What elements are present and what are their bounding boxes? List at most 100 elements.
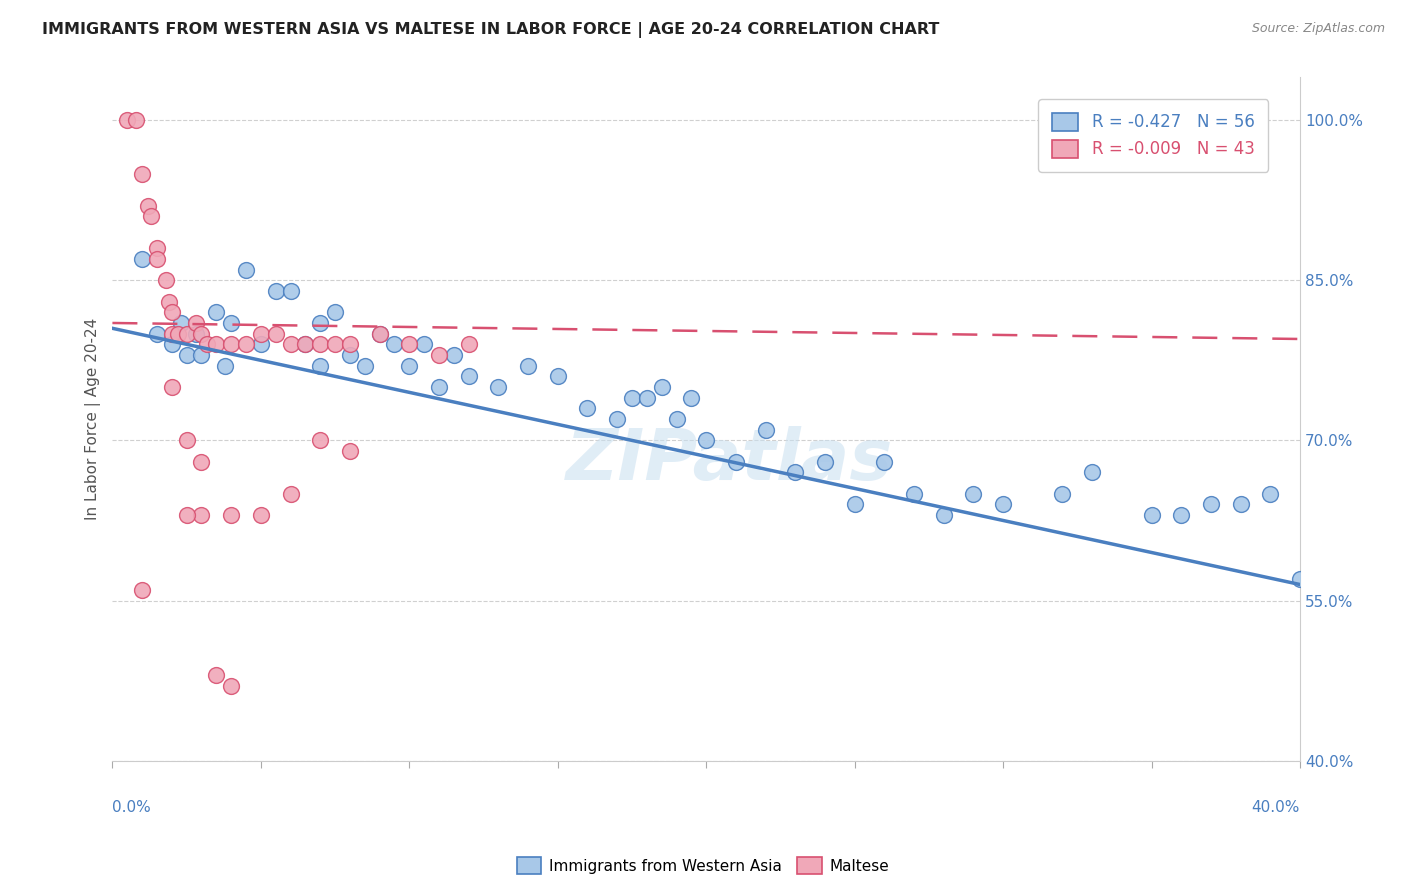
Point <box>755 423 778 437</box>
Point <box>176 348 198 362</box>
Point <box>250 337 273 351</box>
Point <box>219 337 242 351</box>
Point <box>160 380 183 394</box>
Point <box>219 316 242 330</box>
Point <box>146 326 169 341</box>
Point <box>280 284 302 298</box>
Point <box>962 487 984 501</box>
Point <box>1260 487 1282 501</box>
Point <box>235 337 257 351</box>
Point <box>131 582 153 597</box>
Point <box>205 668 228 682</box>
Point <box>294 337 316 351</box>
Point <box>131 252 153 266</box>
Point <box>547 369 569 384</box>
Point <box>280 337 302 351</box>
Point <box>184 326 207 341</box>
Point <box>309 316 332 330</box>
Point <box>427 380 450 394</box>
Point <box>1140 508 1163 523</box>
Point <box>264 326 287 341</box>
Point <box>264 284 287 298</box>
Point <box>398 359 420 373</box>
Point <box>427 348 450 362</box>
Point <box>117 113 139 128</box>
Point <box>517 359 540 373</box>
Point <box>160 337 183 351</box>
Point <box>413 337 436 351</box>
Point <box>190 326 212 341</box>
Point <box>1199 498 1222 512</box>
Point <box>932 508 955 523</box>
Point <box>368 326 391 341</box>
Point <box>309 337 332 351</box>
Point <box>323 337 346 351</box>
Point <box>1081 466 1104 480</box>
Point <box>294 337 316 351</box>
Point <box>157 294 180 309</box>
Point <box>873 455 896 469</box>
Point <box>219 679 242 693</box>
Point <box>197 337 219 351</box>
Point <box>139 209 162 223</box>
Point <box>176 508 198 523</box>
Point <box>785 466 807 480</box>
Point <box>131 167 153 181</box>
Point <box>384 337 406 351</box>
Point <box>1229 498 1251 512</box>
Point <box>309 359 332 373</box>
Point <box>339 444 361 458</box>
Point <box>339 337 361 351</box>
Point <box>457 369 479 384</box>
Y-axis label: In Labor Force | Age 20-24: In Labor Force | Age 20-24 <box>86 318 101 520</box>
Point <box>443 348 465 362</box>
Point <box>724 455 747 469</box>
Legend: R = -0.427   N = 56, R = -0.009   N = 43: R = -0.427 N = 56, R = -0.009 N = 43 <box>1039 99 1268 172</box>
Point <box>250 508 273 523</box>
Point <box>214 359 236 373</box>
Point <box>651 380 673 394</box>
Point <box>1289 572 1312 586</box>
Text: Source: ZipAtlas.com: Source: ZipAtlas.com <box>1251 22 1385 36</box>
Point <box>176 434 198 448</box>
Point <box>184 316 207 330</box>
Point <box>205 337 228 351</box>
Point <box>190 455 212 469</box>
Point <box>323 305 346 319</box>
Point <box>166 326 188 341</box>
Point <box>665 412 688 426</box>
Point <box>160 326 183 341</box>
Point <box>457 337 479 351</box>
Point <box>368 326 391 341</box>
Point <box>1052 487 1074 501</box>
Text: ZIPatlas: ZIPatlas <box>567 425 894 494</box>
Legend: Immigrants from Western Asia, Maltese: Immigrants from Western Asia, Maltese <box>510 851 896 880</box>
Point <box>160 305 183 319</box>
Point <box>486 380 509 394</box>
Point <box>190 348 212 362</box>
Point <box>190 508 212 523</box>
Text: 0.0%: 0.0% <box>112 799 152 814</box>
Point <box>814 455 837 469</box>
Point <box>844 498 866 512</box>
Text: IMMIGRANTS FROM WESTERN ASIA VS MALTESE IN LABOR FORCE | AGE 20-24 CORRELATION C: IMMIGRANTS FROM WESTERN ASIA VS MALTESE … <box>42 22 939 38</box>
Point <box>991 498 1014 512</box>
Point <box>681 391 703 405</box>
Point <box>146 252 169 266</box>
Point <box>170 316 193 330</box>
Point <box>576 401 599 416</box>
Text: 40.0%: 40.0% <box>1251 799 1301 814</box>
Point <box>136 198 159 212</box>
Point <box>176 326 198 341</box>
Point <box>398 337 420 351</box>
Point <box>250 326 273 341</box>
Point <box>219 508 242 523</box>
Point <box>636 391 658 405</box>
Point <box>280 487 302 501</box>
Point <box>146 241 169 255</box>
Point <box>309 434 332 448</box>
Point <box>235 262 257 277</box>
Point <box>353 359 375 373</box>
Point <box>155 273 177 287</box>
Point <box>606 412 628 426</box>
